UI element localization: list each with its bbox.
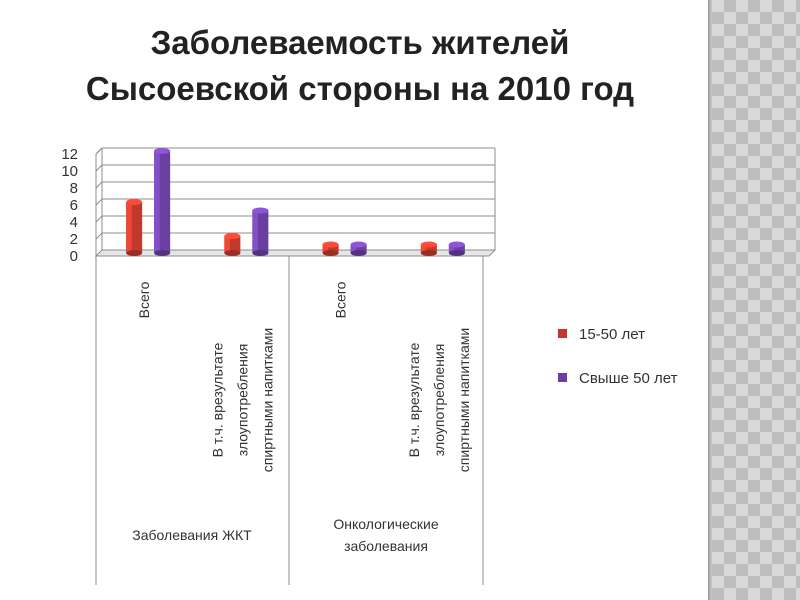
category-label: В т.ч. врезультате xyxy=(406,342,422,457)
y-tick-label: 6 xyxy=(70,197,78,214)
legend-swatch xyxy=(558,329,567,338)
category-label: Всего xyxy=(333,281,349,318)
bar-base xyxy=(252,250,269,256)
bar-highlight xyxy=(154,151,160,253)
bar-top xyxy=(350,241,367,248)
legend-label: Свыше 50 лет xyxy=(579,370,678,387)
y-tick-label: 0 xyxy=(70,248,78,265)
slide-edge-shadow xyxy=(708,0,714,600)
bar-highlight xyxy=(350,244,357,253)
category-label: Всего xyxy=(136,281,152,318)
bar-top xyxy=(252,207,269,214)
y-tick-label: 8 xyxy=(70,180,78,197)
bar xyxy=(448,241,465,256)
bar-base xyxy=(154,250,171,256)
bar-body xyxy=(322,244,339,253)
bar-body xyxy=(350,244,367,253)
bar-base xyxy=(350,250,367,256)
category-label: спиртными напитками xyxy=(456,328,472,472)
gridline-side xyxy=(95,181,103,189)
y-tick-label: 12 xyxy=(61,146,78,163)
group-label: Заболевания ЖКТ xyxy=(132,527,252,543)
bar-highlight xyxy=(448,244,455,253)
title-line-2: Сысоевской стороны на 2010 год xyxy=(85,70,635,107)
bar-base xyxy=(420,250,437,256)
gridline-side xyxy=(95,164,103,172)
category-label: злоупотребления xyxy=(234,344,250,457)
bar-base xyxy=(224,250,241,256)
group-labels: Заболевания ЖКТ Онкологические заболевания xyxy=(132,516,439,554)
category-label: спиртными напитками xyxy=(259,328,275,472)
category-label: В т.ч. врезультате xyxy=(209,342,225,457)
y-tick-label: 4 xyxy=(70,214,78,231)
bar-highlight xyxy=(126,202,132,253)
bar xyxy=(322,241,339,256)
bar-base xyxy=(126,250,143,256)
bar-highlight xyxy=(420,244,427,253)
bar-body xyxy=(448,244,465,253)
bar-top xyxy=(224,233,241,239)
bar-highlight xyxy=(224,236,230,253)
category-label: злоупотребления xyxy=(431,344,447,457)
y-tick-label: 10 xyxy=(61,163,78,180)
bar-highlight xyxy=(252,210,258,253)
bar-body xyxy=(420,244,437,253)
bar xyxy=(252,207,269,256)
bar-top xyxy=(448,241,465,248)
legend-swatch xyxy=(558,373,567,382)
bar-top xyxy=(126,199,143,205)
bar-top xyxy=(322,241,339,248)
bar xyxy=(420,241,437,256)
bar-top xyxy=(420,241,437,248)
legend-label: 15-50 лет xyxy=(579,326,645,343)
gridline-side xyxy=(95,232,103,240)
bar-top xyxy=(154,148,171,154)
y-tick-label: 2 xyxy=(70,231,78,248)
category-table xyxy=(95,256,484,585)
decorative-pattern-strip xyxy=(712,0,800,600)
legend: 15-50 лет Свыше 50 лет xyxy=(558,326,678,387)
title-line-1: Заболеваемость жителей xyxy=(150,24,570,61)
bar-series xyxy=(126,148,465,256)
bar xyxy=(154,148,171,256)
bar-base xyxy=(448,250,465,256)
category-labels: Всего В т.ч. врезультате злоупотребления сп… xyxy=(136,281,472,472)
bar-base xyxy=(322,250,339,256)
bar xyxy=(126,199,143,256)
gridline-side xyxy=(95,215,103,223)
group-label: Онкологические xyxy=(333,516,438,532)
gridline-side xyxy=(95,198,103,206)
legend-item: Свыше 50 лет xyxy=(558,370,678,387)
group-label: заболевания xyxy=(344,538,428,554)
slide-title: Заболеваемость жителей Сысоевской сторон… xyxy=(40,20,680,112)
bar xyxy=(350,241,367,256)
y-axis-line xyxy=(95,147,103,256)
bar-highlight xyxy=(322,244,329,253)
legend-item: 15-50 лет xyxy=(558,326,645,343)
bar xyxy=(224,233,241,256)
